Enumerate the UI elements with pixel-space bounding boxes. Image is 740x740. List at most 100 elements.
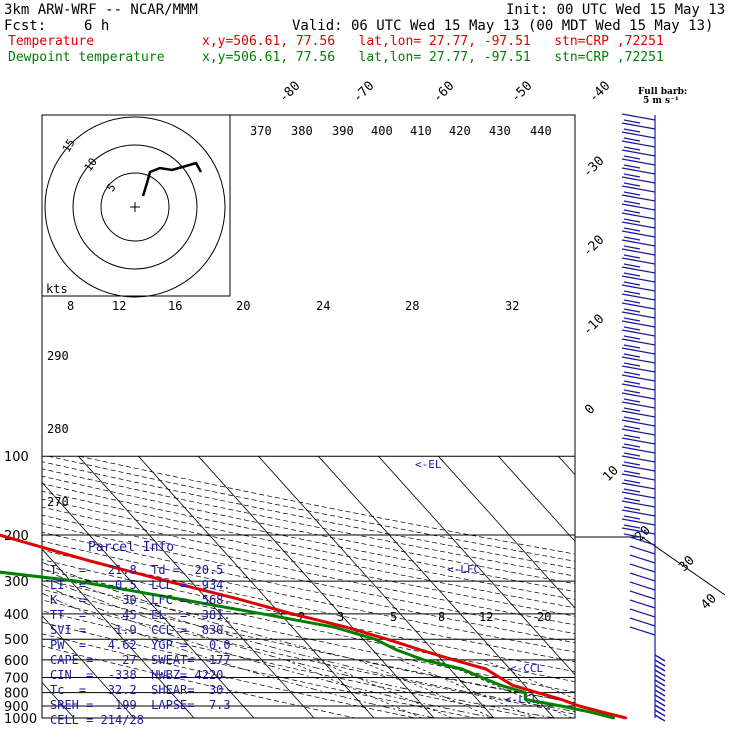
wind-barb-upper-192 [621, 185, 656, 196]
wind-barb-mid-590 [629, 581, 656, 591]
mixing-ratio-line-3 [315, 659, 453, 718]
wind-barb-upper-246 [621, 239, 656, 250]
isotherm-label-right--10: -10 [580, 312, 607, 339]
hodo-label-10: 10 [82, 156, 100, 174]
dewpoint-point-11 [333, 626, 336, 629]
temperature-point-12 [419, 648, 422, 652]
mixing-ratio-label-12: 12 [479, 610, 493, 624]
wind-barb-upper-525 [621, 518, 656, 529]
wind-barb-upper-426 [621, 419, 656, 430]
isotherm-10 [318, 455, 555, 718]
barb-legend-units: 5 m s⁻¹ [643, 96, 679, 106]
temperature-point-16 [511, 684, 514, 687]
pressure-label-300: 300 [4, 575, 29, 590]
temperature-legend-label: Temperature [8, 34, 95, 49]
dewpoint-point-18 [524, 691, 527, 694]
wind-barb-upper-372 [621, 365, 656, 376]
wind-barb-upper-381 [621, 374, 656, 385]
pressure-label-800: 800 [4, 687, 29, 702]
wind-barb-low-700 [654, 699, 666, 707]
temperature-point-14 [484, 667, 488, 671]
wind-barb-mid-563 [629, 554, 656, 564]
moist-adiabat-20 [42, 568, 575, 712]
mixing-ratio-label-20: 20 [537, 610, 551, 624]
temperature-point-13 [452, 658, 455, 662]
wind-barb-mid-545 [629, 536, 656, 546]
dewpoint-point-21 [589, 711, 592, 714]
parcel-line-7: CAPE = 27 SWEAT= 177 [50, 653, 231, 667]
mixing-ratio-label-5: 5 [390, 610, 397, 624]
wind-barb-upper-228 [621, 221, 656, 232]
hodograph-ring-2 [100, 172, 170, 242]
theta-left-label-270: 270 [47, 495, 69, 509]
isotherm-label-right-0: 0 [582, 402, 598, 418]
wind-barb-low-690 [654, 689, 666, 697]
dewpoint-point-12 [373, 638, 377, 641]
lfc-marker: <-LFC [447, 563, 480, 576]
mixing-ratio-line-20 [483, 659, 575, 700]
theta-label-400: 400 [371, 124, 393, 138]
dry-adiabat-370 [42, 523, 575, 635]
wind-barb-mid-608 [629, 599, 656, 609]
mixing-ratio-line-2 [285, 659, 423, 718]
mixing-ratio-label-8: 8 [438, 610, 445, 624]
pressure-label-900: 900 [4, 700, 29, 715]
isotherm--50 [42, 548, 195, 718]
wind-barb-upper-336 [621, 329, 656, 340]
isotherm-label-right-10: 10 [600, 463, 622, 485]
kts-label: kts [46, 282, 68, 296]
isotherm-label-right-40: 40 [698, 591, 720, 613]
wind-barb-upper-498 [621, 491, 656, 502]
wind-barb-upper-255 [621, 248, 656, 259]
parcel-line-11: CELL = 214/28 [50, 713, 144, 727]
wind-barb-low-715 [654, 714, 666, 722]
kts-ring-8: 8 [67, 299, 74, 313]
isotherm--40 [42, 481, 255, 718]
isotherm-50 [558, 455, 575, 476]
dry-adiabat-360 [42, 531, 575, 644]
wind-barb-upper-120 [621, 113, 656, 124]
wind-barb-upper-399 [621, 392, 656, 403]
isotherm-30 [438, 455, 575, 609]
dewpoint-point-14 [422, 658, 425, 662]
wind-barb-upper-408 [621, 401, 656, 412]
dry-adiabat-330 [42, 559, 575, 672]
isotherm-label--50: -50 [508, 79, 535, 106]
isotherm--60 [42, 615, 135, 718]
wind-barb-upper-237 [621, 230, 656, 241]
wind-barb-upper-219 [621, 212, 656, 223]
wind-barb-low-670 [654, 669, 666, 677]
dewpoint-point-19 [524, 698, 527, 701]
temperature-point-10 [345, 626, 348, 629]
dry-adiabat-290 [42, 599, 575, 715]
wind-panel-edge [575, 536, 726, 596]
parcel-line-9: Tc = 32.2 SHEAR= 30. [50, 683, 231, 697]
kts-ring-24: 24 [316, 299, 330, 313]
parcel-line-6: PW = 4.62 YGP = 0.0 [50, 638, 231, 652]
isotherm-label-right--20: -20 [580, 233, 607, 260]
kts-ring-28: 28 [405, 299, 419, 313]
parcel-line-8: CIN = -338 HWBZ= 4220. [50, 668, 231, 682]
wind-barb-upper-363 [621, 356, 656, 367]
mixing-ratio-line-12 [435, 659, 573, 718]
isotherm-label-right-30: 30 [676, 553, 698, 575]
theta-label-430: 430 [489, 124, 511, 138]
wind-barb-low-655 [654, 654, 666, 662]
wind-barb-upper-435 [621, 428, 656, 439]
isotherm-label--70: -70 [350, 79, 377, 106]
temperature-point-8 [235, 597, 238, 600]
pressure-label-100: 100 [4, 450, 29, 465]
mixing-ratio-label-3: 3 [337, 610, 344, 624]
parcel-line-3: K = 30 LFC = 568. [50, 593, 231, 607]
theta-label-370: 370 [250, 124, 272, 138]
parcel-line-2: LI = -0.5 LCL = 934. [50, 578, 231, 592]
wind-barb-upper-354 [621, 347, 656, 358]
el-marker: <-EL [415, 458, 442, 471]
lcl-marker: <-LCL [505, 693, 538, 706]
pressure-label-500: 500 [4, 633, 29, 648]
hodograph-trace [141, 161, 203, 197]
wind-barb-upper-444 [621, 437, 656, 448]
wind-barb-low-660 [654, 659, 666, 667]
theta-left-label-290: 290 [47, 349, 69, 363]
theta-label-440: 440 [530, 124, 552, 138]
